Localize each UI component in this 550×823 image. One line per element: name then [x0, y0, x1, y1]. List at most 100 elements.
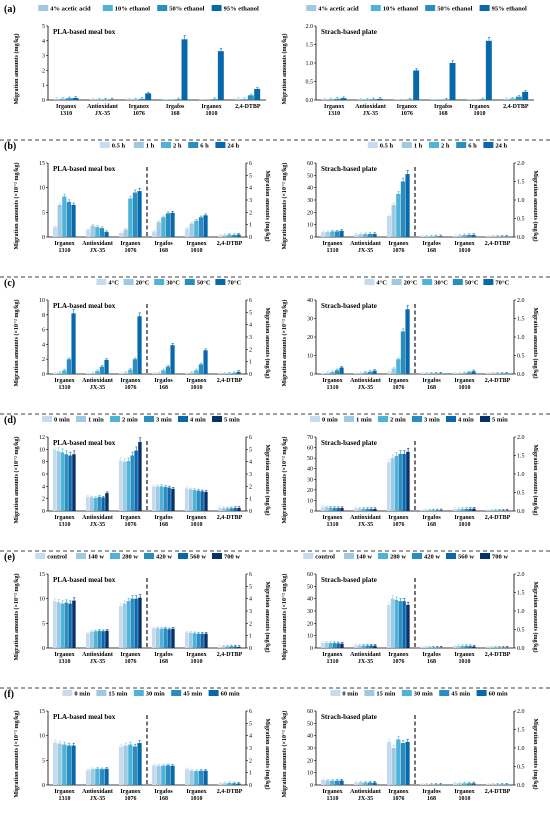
bar	[327, 99, 334, 100]
x-tick-label: Irganox	[454, 378, 474, 384]
bar	[184, 488, 189, 511]
bar	[128, 744, 133, 785]
y2-tick-label: 1.0	[517, 609, 525, 615]
chart-panel: control 140 w 280 w 420 w 560 w 700 w Strach-b…	[281, 553, 539, 665]
x-tick-label: 1010	[206, 111, 218, 117]
legend-label: 6 h	[468, 143, 477, 150]
bar	[462, 373, 467, 374]
x-tick-label: 1310	[327, 659, 339, 665]
legend-swatch	[439, 690, 450, 696]
bar	[413, 70, 420, 100]
x-tick-label: Irganox	[322, 515, 342, 521]
x-tick-label: 1310	[327, 796, 339, 802]
chart-panel: 4% acetic acid 10% ethanol 50% ethanol 95% …	[281, 5, 534, 117]
legend-swatch	[212, 553, 222, 559]
bar	[236, 371, 241, 374]
bar	[134, 450, 138, 511]
legend-label: 280 w	[122, 554, 138, 561]
y2-tick-label: 1.0	[517, 472, 525, 478]
panel-label: (f)	[4, 689, 14, 700]
bar	[406, 451, 410, 511]
bar	[194, 220, 199, 237]
x-tick-label: Irganox	[388, 241, 408, 247]
x-tick-label: 168	[159, 796, 168, 802]
y2-tick-label: 4	[249, 597, 252, 603]
legend-label: 140 w	[88, 554, 104, 561]
legend-label: 50% ethanol	[169, 6, 204, 13]
bar	[138, 441, 142, 511]
y-tick-label: 60	[307, 161, 313, 167]
bar	[405, 174, 410, 237]
bar	[85, 770, 91, 785]
x-tick-label: 2,4-DTBP	[217, 378, 243, 384]
bar	[101, 631, 105, 648]
x-tick-label: 1310	[60, 111, 72, 117]
bar	[515, 96, 522, 100]
panel-label: (c)	[4, 278, 15, 289]
x-tick-label: Irganox	[186, 515, 206, 521]
legend-label: 95% ethanol	[492, 6, 527, 13]
legend-label: 50% ethanol	[437, 6, 472, 13]
y-axis-title: Migration amounts (mg/kg)	[281, 34, 288, 105]
x-tick-label: 1310	[59, 659, 71, 665]
y2-axis-title: Migration amounts (mg/kg)	[532, 445, 539, 516]
bar	[159, 628, 164, 648]
panel-label: (b)	[4, 141, 16, 152]
legend-swatch	[367, 142, 378, 148]
x-tick-label: 1310	[327, 385, 339, 391]
legend-label: 140 w	[356, 554, 372, 561]
bar	[372, 370, 377, 374]
y-tick-label: 6	[42, 472, 45, 478]
bar	[66, 201, 72, 237]
y-tick-label: 0	[42, 509, 45, 515]
y2-tick-label: 0.0	[517, 509, 525, 515]
bar	[85, 373, 91, 374]
legend-swatch	[422, 279, 433, 285]
legend-swatch	[303, 553, 314, 559]
legend-label: 70°C	[495, 280, 509, 287]
x-tick-label: JX-35	[90, 796, 105, 802]
bar	[227, 783, 232, 785]
y-tick-label: 40	[307, 298, 313, 304]
bar	[427, 510, 432, 511]
x-tick-label: Irganox	[54, 515, 74, 521]
chart-title: PLA-based meal box	[53, 28, 116, 36]
legend-swatch	[452, 279, 463, 285]
panel-label: (e)	[4, 552, 15, 563]
x-tick-label: Irganox	[454, 515, 474, 521]
bar	[427, 647, 432, 648]
bar	[330, 231, 335, 237]
bar	[391, 748, 396, 785]
bar	[358, 234, 363, 237]
bar	[471, 783, 476, 785]
chart-title: PLA-based meal box	[53, 439, 116, 447]
bar	[231, 373, 237, 374]
x-tick-label: JX-35	[358, 522, 373, 528]
legend-label: 700 w	[224, 554, 240, 561]
y2-tick-label: 0.0	[517, 372, 525, 378]
bar	[457, 235, 462, 237]
bar	[438, 373, 443, 374]
x-tick-label: JX-35	[358, 248, 373, 254]
bar	[122, 461, 127, 511]
bar	[402, 453, 406, 511]
legend-label: 45 min	[183, 691, 202, 698]
bar	[466, 234, 472, 237]
legend-label: 1 min	[356, 417, 372, 424]
legend-swatch	[425, 5, 436, 11]
legend-swatch	[483, 279, 494, 285]
bar	[194, 771, 199, 785]
legend-label: 24 h	[495, 143, 507, 150]
bar	[184, 228, 190, 237]
legend-label: 1 h	[414, 143, 423, 150]
legend-label: 1 min	[88, 417, 104, 424]
chart-title: PLA-based meal box	[53, 576, 116, 584]
x-tick-label: Irganox	[388, 515, 408, 521]
x-tick-label: JX-35	[90, 248, 105, 254]
x-tick-label: JX-35	[358, 659, 373, 665]
x-tick-label: Irgafos	[422, 789, 441, 795]
bar	[339, 780, 344, 785]
x-tick-label: 1010	[459, 385, 471, 391]
x-tick-label: Irgafos	[154, 652, 173, 658]
x-tick-label: Irgafos	[422, 241, 441, 247]
